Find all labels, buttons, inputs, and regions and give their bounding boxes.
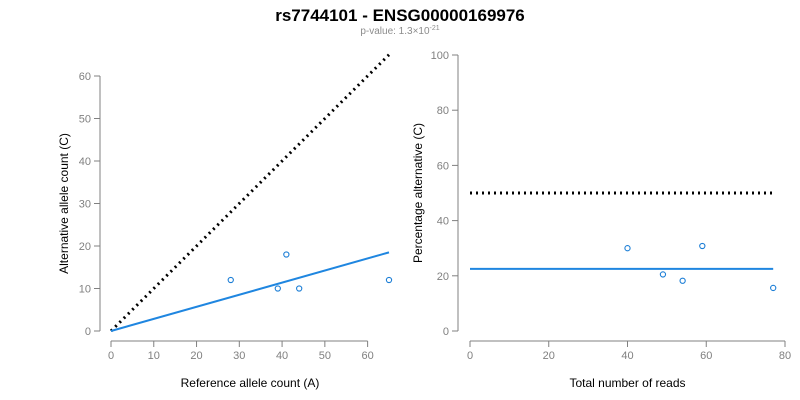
y-tick-label: 30	[79, 199, 91, 211]
x-tick-label: 20	[543, 350, 555, 362]
data-point	[770, 284, 777, 292]
x-tick-label: 10	[148, 350, 160, 362]
data-point	[385, 276, 393, 284]
y-tick-label: 10	[79, 284, 91, 296]
data-point	[699, 242, 706, 250]
y-tick-label: 0	[85, 326, 91, 338]
right-scatter-panel: 0 20 40 60 80 0 20 40 60 80 100 Total number of rea…	[411, 50, 791, 390]
y-tick-label: 60	[79, 71, 91, 83]
reference-line	[109, 53, 391, 333]
x-tick-label: 50	[319, 350, 331, 362]
y-tick-label: 60	[437, 160, 449, 172]
x-tick-label: 20	[190, 350, 202, 362]
x-tick-label: 80	[779, 350, 791, 362]
x-tick-label: 60	[361, 350, 373, 362]
data-point	[624, 245, 631, 252]
chart-title: rs7744101 - ENSG00000169976	[275, 6, 525, 25]
left-scatter-panel: 0 10 20 30 40 50 60 0 10 20 30 40 50 60 Reference alle…	[57, 53, 393, 390]
data-point	[659, 271, 667, 278]
x-axis-label: Total number of reads	[569, 376, 685, 390]
data-point	[296, 285, 303, 292]
data-point	[283, 251, 290, 258]
chart-subtitle: p-value: 1.3×10-21	[360, 25, 439, 37]
data-point	[274, 285, 281, 292]
y-tick-label: 50	[79, 114, 91, 126]
y-axis-label: Percentage alternative (C)	[411, 123, 425, 263]
x-tick-label: 30	[233, 350, 245, 362]
p-value-text: p-value: 1.3×10	[360, 26, 430, 37]
y-tick-label: 0	[443, 326, 449, 338]
data-point	[227, 276, 234, 284]
x-tick-label: 60	[700, 350, 712, 362]
y-tick-label: 100	[431, 50, 449, 62]
y-axis-label: Alternative allele count (C)	[57, 133, 71, 274]
fit-line	[110, 251, 390, 332]
y-tick-label: 40	[437, 216, 449, 228]
data-point	[679, 277, 686, 284]
p-value-exponent: -21	[430, 25, 440, 32]
x-tick-label: 40	[276, 350, 288, 362]
x-tick-label: 0	[108, 350, 114, 362]
x-tick-label: 40	[621, 350, 633, 362]
y-tick-label: 20	[437, 271, 449, 283]
y-tick-label: 20	[79, 241, 91, 253]
y-tick-label: 80	[437, 105, 449, 117]
x-tick-label: 0	[467, 350, 473, 362]
y-tick-label: 40	[79, 156, 91, 168]
x-axis-label: Reference allele count (A)	[181, 376, 320, 390]
